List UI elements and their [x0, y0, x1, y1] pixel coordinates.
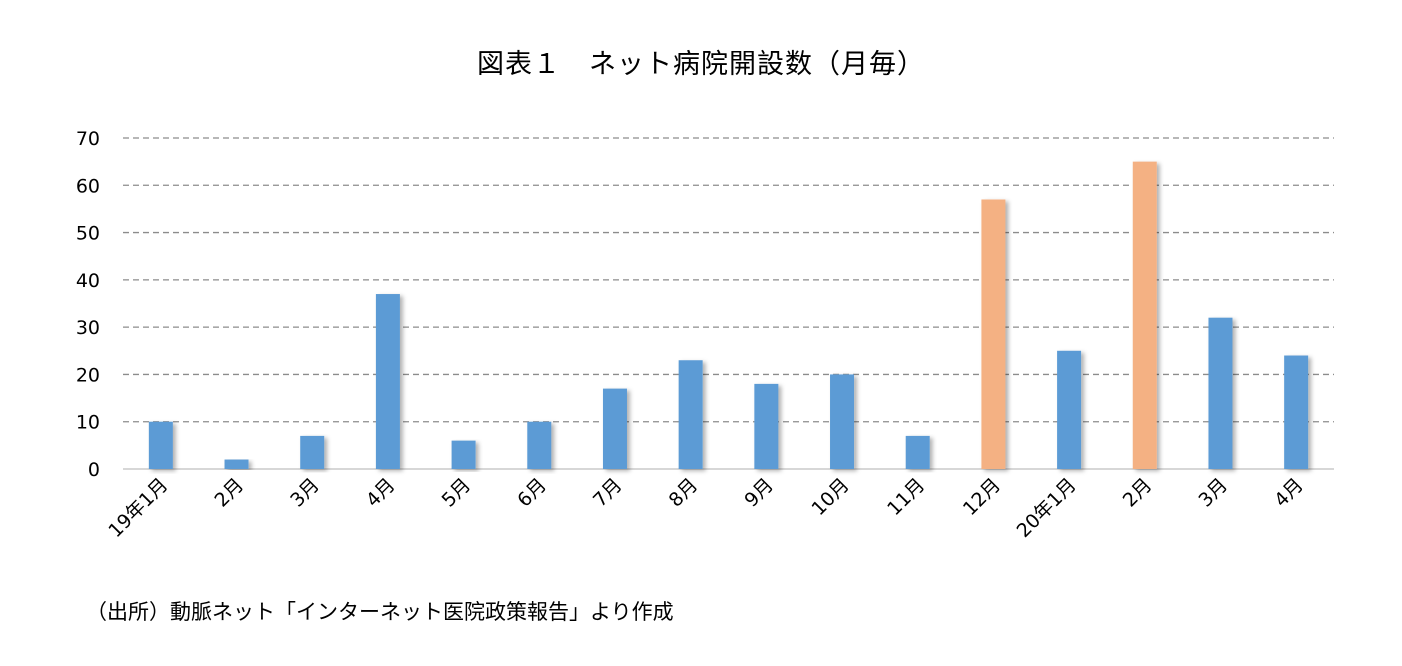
source-note: （出所）動脈ネット「インターネット医院政策報告」より作成	[86, 600, 674, 624]
bar	[527, 421, 552, 469]
x-tick-label: 4月	[1270, 474, 1308, 512]
gridlines	[123, 137, 1334, 470]
x-tick-label: 9月	[740, 474, 778, 512]
bar	[1208, 317, 1233, 469]
y-tick-label: 10	[76, 412, 100, 434]
x-tick-label: 10月	[807, 474, 853, 520]
bar	[602, 388, 627, 469]
x-tick-label: 2月	[1119, 474, 1157, 512]
x-tick-label: 19年1月	[104, 474, 172, 542]
bar	[981, 199, 1006, 469]
x-tick-label: 20年1月	[1013, 474, 1081, 542]
x-tick-label: 12月	[959, 474, 1005, 520]
y-tick-label: 20	[76, 364, 100, 386]
y-tick-label: 70	[76, 128, 100, 150]
bar	[905, 435, 930, 469]
x-tick-label: 6月	[513, 474, 551, 512]
bar	[1057, 350, 1082, 469]
x-tick-label: 3月	[286, 474, 324, 512]
bars	[148, 161, 1309, 469]
bar	[754, 383, 779, 469]
bar	[224, 459, 249, 469]
bar	[375, 294, 400, 469]
x-tick-label: 2月	[211, 474, 249, 512]
bar	[451, 440, 476, 469]
y-axis-ticks: 0 10 20 30 40 50 60 70	[76, 128, 100, 481]
y-tick-label: 50	[76, 223, 100, 245]
x-tick-label: 3月	[1194, 474, 1232, 512]
y-tick-label: 30	[76, 317, 100, 339]
x-tick-label: 7月	[589, 474, 627, 512]
x-tick-label: 4月	[362, 474, 400, 512]
bar	[830, 374, 855, 469]
x-tick-label: 11月	[883, 474, 929, 520]
bar	[148, 421, 173, 469]
y-tick-label: 40	[76, 270, 100, 292]
bar	[300, 435, 325, 469]
x-tick-label: 8月	[665, 474, 703, 512]
x-tick-label: 5月	[438, 474, 476, 512]
bar	[1284, 355, 1309, 469]
y-tick-label: 0	[88, 459, 100, 481]
bar	[1132, 161, 1157, 469]
bar	[678, 360, 703, 469]
y-tick-label: 60	[76, 175, 100, 197]
chart-title: 図表１ ネット病院開設数（月毎）	[477, 49, 925, 80]
x-axis-ticks: 19年1月 2月 3月 4月 5月 6月 7月 8月 9月 10月 11月 12月 20年1月 2月 3月 4…	[104, 474, 1307, 542]
